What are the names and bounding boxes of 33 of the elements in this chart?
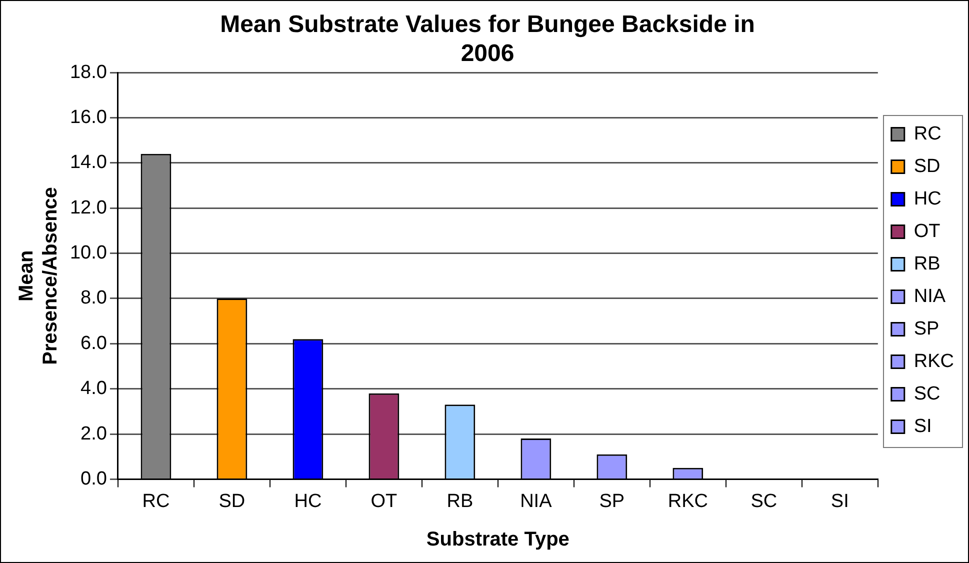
- y-axis-title: Mean Presence/Absence: [16, 186, 62, 365]
- legend-label: RB: [914, 253, 940, 274]
- legend-label: RC: [914, 123, 942, 144]
- legend-label: HC: [914, 188, 942, 210]
- x-tick-label: SI: [830, 490, 849, 512]
- legend-label: SP: [914, 318, 940, 340]
- y-tick-label: 14.0: [70, 152, 107, 174]
- x-tick-label: OT: [370, 490, 398, 512]
- y-tick-label: 2.0: [80, 423, 107, 444]
- legend-label: SC: [914, 383, 940, 404]
- x-tick-label: HC: [294, 490, 322, 512]
- x-tick-label: RB: [446, 490, 474, 512]
- x-tick-label: NIA: [520, 490, 552, 512]
- x-tick-label: SC: [750, 490, 778, 512]
- legend-label: SD: [914, 156, 940, 177]
- legend-label: NIA: [914, 286, 946, 307]
- y-tick-label: 16.0: [70, 107, 107, 128]
- x-axis-title: Substrate Type: [426, 528, 570, 551]
- y-tick-label: 0.0: [80, 468, 107, 490]
- chart-title: Mean Substrate Values for Bungee Backside in 2006: [220, 11, 755, 67]
- y-tick-label: 18.0: [70, 62, 107, 83]
- y-tick-label: 10.0: [70, 242, 107, 264]
- x-tick-label: SP: [599, 490, 625, 512]
- y-tick-label: 6.0: [80, 332, 107, 354]
- x-tick-label: SD: [218, 490, 246, 512]
- x-tick-label: RKC: [668, 490, 708, 512]
- y-tick-label: 8.0: [80, 288, 107, 309]
- y-tick-label: 4.0: [80, 378, 107, 400]
- legend-label: SI: [914, 416, 932, 437]
- x-tick-label: RC: [142, 490, 170, 512]
- y-tick-label: 12.0: [70, 197, 107, 218]
- legend-label: RKC: [914, 350, 954, 372]
- legend-label: OT: [914, 220, 941, 242]
